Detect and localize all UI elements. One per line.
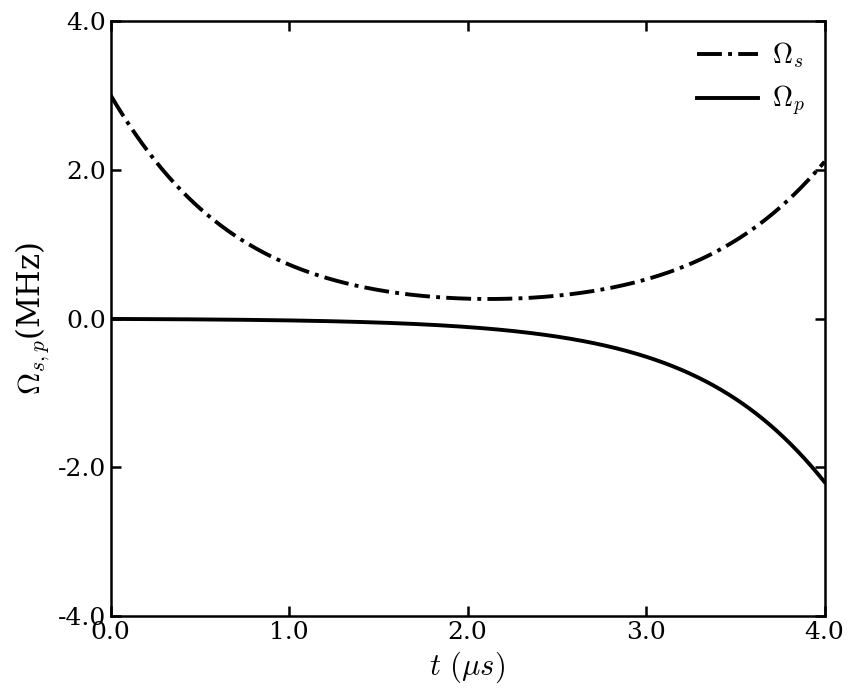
Legend: $\Omega_s$, $\Omega_p$: $\Omega_s$, $\Omega_p$ (686, 29, 816, 130)
X-axis label: $t$ $(\mu s)$: $t$ $(\mu s)$ (429, 650, 506, 685)
Y-axis label: $\Omega_{s,p}$(MHz): $\Omega_{s,p}$(MHz) (14, 242, 52, 395)
